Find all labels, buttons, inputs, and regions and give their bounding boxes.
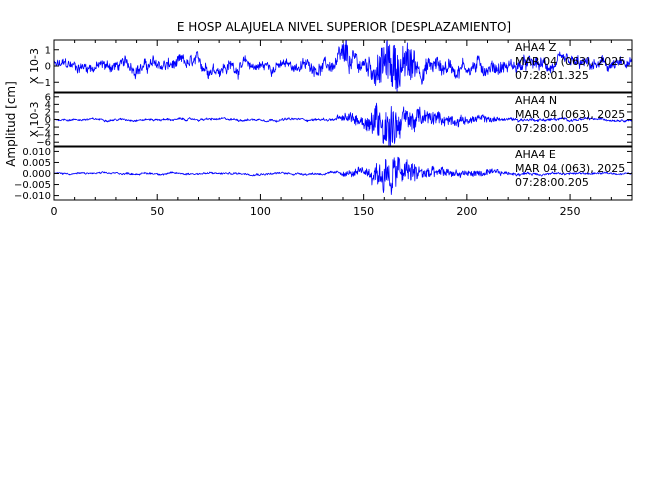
y-tick-label: −6 (36, 138, 51, 149)
y-tick-label: 0 (45, 115, 51, 126)
record-time: 07:28:00.005 (515, 122, 589, 135)
y-tick-label: −2 (36, 123, 51, 134)
y-tick-label: 6 (45, 92, 51, 103)
y-tick-label: 1 (45, 45, 51, 56)
y-tick-label: 0.000 (22, 169, 51, 180)
record-time: 07:28:01.325 (515, 69, 589, 82)
y-tick-label: 4 (45, 100, 51, 111)
record-time: 07:28:00.205 (515, 176, 589, 189)
y-tick-label: −0.005 (14, 180, 51, 191)
y-tick-label: 0 (45, 62, 51, 73)
x-tick-label: 200 (456, 205, 477, 218)
station-component-label: AHA4 Z (515, 41, 557, 54)
waveform-e (53, 156, 633, 196)
panel-scale-label: X 10-3 (28, 48, 41, 84)
y-tick-label: −4 (36, 130, 51, 141)
record-date: MAR 04 (063), 2025 (515, 162, 625, 175)
x-tick-label: 0 (51, 205, 58, 218)
x-tick-label: 100 (250, 205, 271, 218)
y-tick-label: 0.005 (22, 158, 51, 169)
y-tick-label: −1 (36, 78, 51, 89)
y-tick-label: 0.010 (22, 147, 51, 158)
x-axis: 0 50 100 150 200 250 (51, 40, 633, 218)
record-date: MAR 04 (063), 2025 (515, 55, 625, 68)
record-date: MAR 04 (063), 2025 (515, 108, 625, 121)
y-axis-label: Amplitud [cm] (4, 81, 18, 167)
x-tick-label: 250 (560, 205, 581, 218)
y-tick-label: 2 (45, 107, 51, 118)
station-component-label: AHA4 N (515, 94, 557, 107)
chart-title: E HOSP ALAJUELA NIVEL SUPERIOR [DESPLAZA… (177, 20, 511, 34)
waveform-n (53, 102, 633, 147)
x-tick-label: 50 (150, 205, 164, 218)
y-tick-label: −0.010 (14, 191, 51, 202)
station-component-label: AHA4 E (515, 148, 556, 161)
panel-scale-label: X 10-3 (28, 102, 41, 138)
x-tick-label: 150 (353, 205, 374, 218)
waveform-z (53, 39, 633, 93)
